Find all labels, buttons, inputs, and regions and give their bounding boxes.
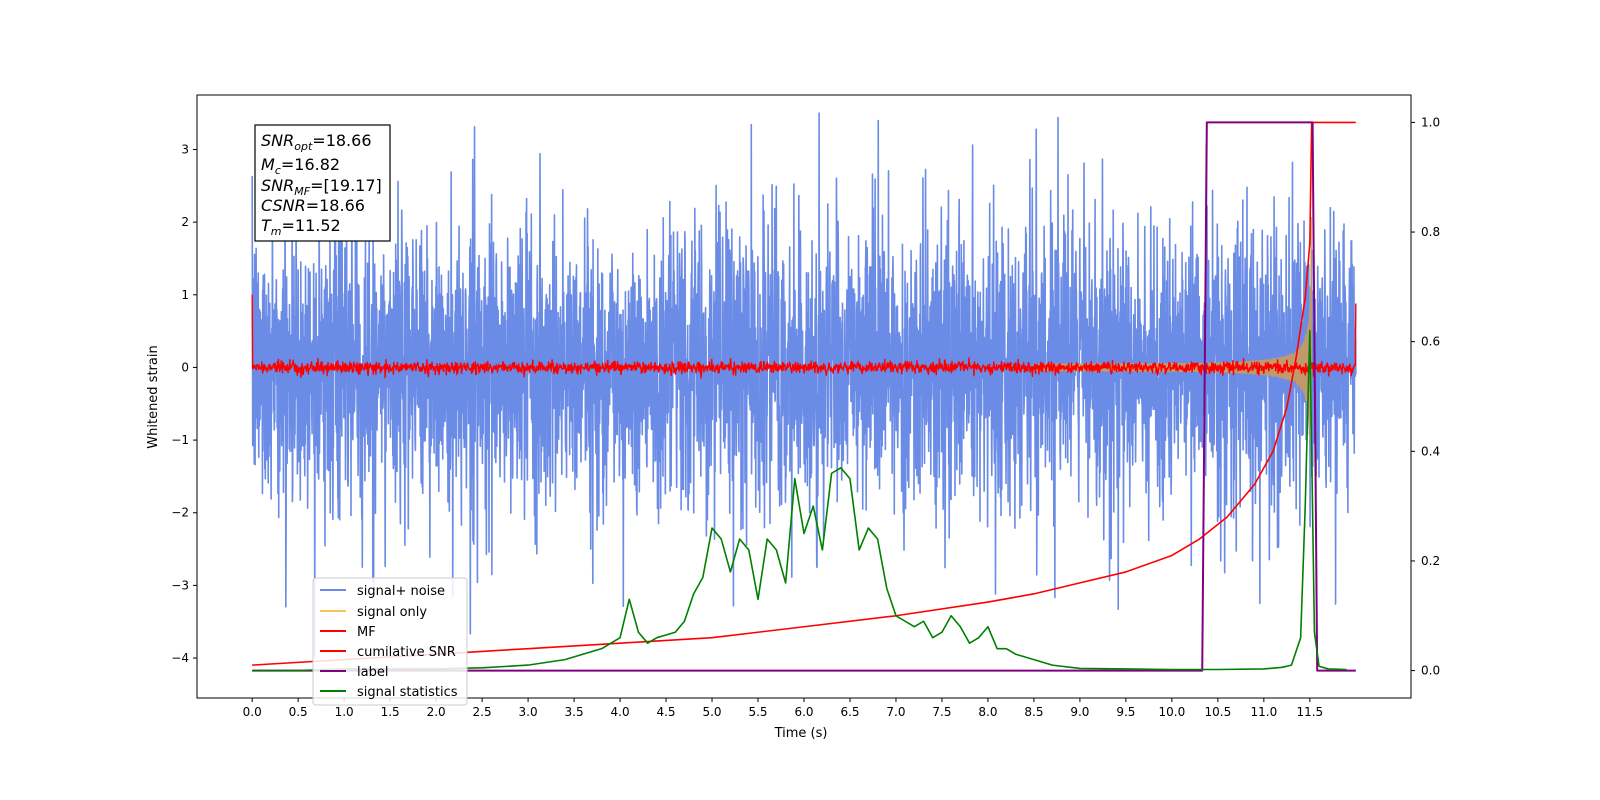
legend-entry-mf: MF bbox=[357, 625, 376, 640]
y-tick-label-right: 0.4 bbox=[1421, 444, 1440, 458]
y-tick-label-left: −4 bbox=[171, 651, 189, 665]
x-axis-label: Time (s) bbox=[774, 726, 828, 741]
stats-box-frame bbox=[254, 124, 391, 242]
legend: signal+ noise signal only MF cumilative … bbox=[312, 577, 468, 706]
x-tick-label: 0.0 bbox=[243, 705, 262, 719]
stat-tm-value: =11.52 bbox=[282, 216, 341, 235]
y-axis-label: Whitened strain bbox=[146, 345, 161, 448]
x-tick-label: 6.0 bbox=[794, 705, 813, 719]
x-tick-label: 9.0 bbox=[1070, 705, 1089, 719]
y-tick-label-left: −3 bbox=[171, 578, 189, 592]
y-axis-left: 3 2 1 0 −1 −2 −3 −4 bbox=[171, 142, 197, 665]
x-tick-label: 7.5 bbox=[932, 705, 951, 719]
x-tick-label: 9.5 bbox=[1116, 705, 1135, 719]
x-tick-label: 1.5 bbox=[381, 705, 400, 719]
cumulative-snr-line bbox=[252, 121, 1356, 666]
x-tick-label: 2.0 bbox=[427, 705, 446, 719]
y-tick-label-right: 0.6 bbox=[1421, 335, 1440, 349]
x-tick-label: 4.0 bbox=[611, 705, 630, 719]
stat-snr-mf: SNRMF=[19.17] bbox=[261, 176, 382, 198]
x-tick-label: 4.5 bbox=[656, 705, 675, 719]
legend-entry-signal-statistics: signal statistics bbox=[357, 685, 458, 700]
stat-snr-opt: SNRopt=18.66 bbox=[261, 131, 372, 153]
signal-statistics-series bbox=[252, 329, 1347, 672]
label-line bbox=[252, 121, 1356, 672]
x-tick-label: 1.0 bbox=[335, 705, 354, 719]
stat-mc: Mc=16.82 bbox=[261, 155, 340, 177]
legend-entry-signal-only: signal only bbox=[357, 605, 427, 620]
legend-entry-cumulative-snr: cumilative SNR bbox=[357, 645, 456, 660]
x-tick-label: 7.0 bbox=[886, 705, 905, 719]
y-tick-label-left: −2 bbox=[171, 506, 189, 520]
signal-plus-noise-series bbox=[251, 112, 1357, 658]
y-axis-right: 1.0 0.8 0.6 0.4 0.2 0.0 bbox=[1411, 115, 1440, 678]
x-tick-label: 3.5 bbox=[565, 705, 584, 719]
x-tick-label: 5.0 bbox=[702, 705, 721, 719]
mf-line bbox=[251, 294, 1357, 379]
stats-annotation-box: SNRopt=18.66 Mc=16.82 SNRMF=[19.17] CSNR… bbox=[254, 124, 391, 242]
x-tick-label: 11.5 bbox=[1296, 705, 1323, 719]
stat-mc-value: =16.82 bbox=[281, 155, 340, 174]
x-tick-label: 0.5 bbox=[289, 705, 308, 719]
x-tick-label: 8.0 bbox=[978, 705, 997, 719]
x-tick-label: 2.5 bbox=[473, 705, 492, 719]
y-tick-label-left: −1 bbox=[171, 433, 189, 447]
plot-area bbox=[251, 112, 1357, 672]
y-tick-label-right: 0.0 bbox=[1421, 664, 1440, 678]
stat-tm: Tm=11.52 bbox=[261, 216, 341, 238]
x-tick-label: 6.5 bbox=[840, 705, 859, 719]
y-tick-label-right: 1.0 bbox=[1421, 115, 1440, 129]
x-axis: 0.0 0.5 1.0 1.5 2.0 2.5 3.0 3.5 4.0 4.5 5.0 5.5 6.0 6… bbox=[243, 698, 1323, 719]
y-tick-label-right: 0.8 bbox=[1421, 225, 1440, 239]
y-tick-label-left: 3 bbox=[181, 142, 189, 156]
y-tick-label-left: 1 bbox=[181, 288, 189, 302]
y-tick-label-left: 2 bbox=[181, 215, 189, 229]
mf-series bbox=[251, 294, 1357, 379]
label-series bbox=[252, 121, 1356, 672]
x-tick-label: 10.0 bbox=[1159, 705, 1186, 719]
stat-snr-mf-value: =[19.17] bbox=[310, 176, 382, 195]
stat-csnr: CSNR=18.66 bbox=[261, 196, 365, 215]
stat-snr-opt-value: =18.66 bbox=[312, 131, 371, 150]
x-tick-label: 8.5 bbox=[1024, 705, 1043, 719]
stat-csnr-value: =18.66 bbox=[306, 196, 365, 215]
y-tick-label-left: 0 bbox=[181, 360, 189, 374]
cumulative-snr-series bbox=[252, 121, 1356, 666]
x-tick-label: 10.5 bbox=[1205, 705, 1232, 719]
signal-plus-noise-line bbox=[251, 112, 1357, 658]
legend-frame bbox=[312, 577, 468, 706]
x-tick-label: 11.0 bbox=[1250, 705, 1277, 719]
y-tick-label-right: 0.2 bbox=[1421, 554, 1440, 568]
x-tick-label: 5.5 bbox=[748, 705, 767, 719]
legend-entry-label: label bbox=[357, 665, 388, 680]
x-tick-label: 3.0 bbox=[519, 705, 538, 719]
signal-statistics-line bbox=[252, 329, 1347, 672]
legend-entry-signal-noise: signal+ noise bbox=[357, 584, 445, 599]
